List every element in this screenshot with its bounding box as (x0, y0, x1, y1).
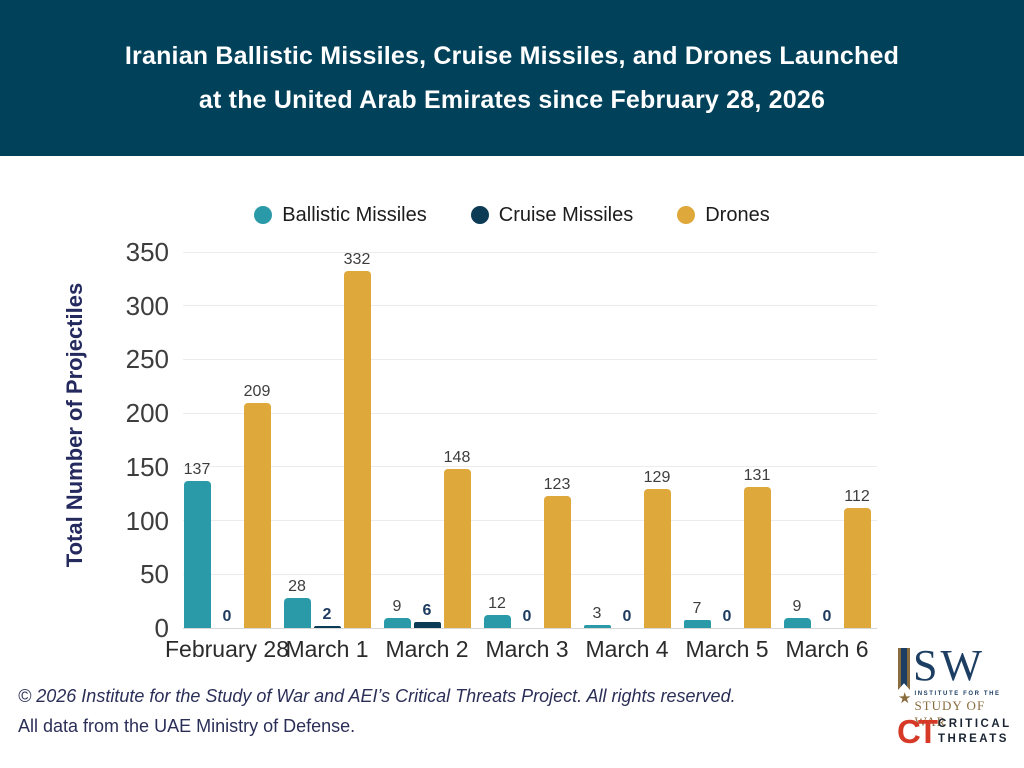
bar-value-cruise-missiles-february-28: 0 (222, 608, 232, 625)
bar-chart-plot-area: 0 50 100 150 200 250 300 350 137 0 209 February 28 2… (126, 239, 877, 662)
isw-logo-subtitle-2: STUDY OF WAR (914, 698, 986, 729)
gridline-0 (183, 627, 877, 629)
y-tick-label-200: 200 (125, 398, 169, 429)
gridline-100 (183, 520, 877, 522)
isw-logo-letters: SW (913, 641, 985, 690)
bar-value-cruise-missiles-march-3: 0 (522, 608, 532, 625)
legend-item-cruise-missiles: Cruise Missiles (470, 203, 634, 227)
ct-logo-line-1: CRITICAL (938, 718, 1012, 730)
legend-item-drones: Drones (677, 203, 770, 227)
isw-logo-subtitle-1: INSTITUTE FOR THE (914, 691, 1001, 697)
bar-drones-march-4 (643, 489, 671, 628)
bar-value-ballistic-missiles-march-5: 7 (692, 600, 702, 618)
gridline-150 (183, 466, 877, 468)
bar-ballistic-missiles-march-5 (683, 620, 711, 628)
y-tick-label-300: 300 (125, 290, 169, 321)
gridline-200 (183, 412, 877, 414)
bar-value-cruise-missiles-march-4: 0 (622, 608, 632, 625)
legend-swatch-cruise-missiles (470, 206, 489, 224)
bar-value-cruise-missiles-march-6: 0 (822, 608, 832, 625)
bar-cruise-missiles-march-2 (413, 621, 441, 628)
y-tick-label-350: 350 (125, 237, 169, 267)
bar-value-ballistic-missiles-march-4: 3 (592, 604, 602, 622)
gridline-300 (183, 305, 877, 307)
bar-drones-march-1 (343, 271, 371, 628)
isw-star-icon: ★ (898, 690, 912, 707)
y-tick-label-100: 100 (125, 505, 169, 536)
x-axis-label-march-3: March 3 (485, 636, 569, 662)
legend-label-cruise-missiles: Cruise Missiles (498, 203, 634, 226)
copyright-text: © 2026 Institute for the Study of War an… (18, 686, 736, 706)
chart-title-line-1: Iranian Ballistic Missiles, Cruise Missi… (124, 41, 900, 70)
legend-item-ballistic-missiles: Ballistic Missiles (254, 203, 427, 227)
bar-value-cruise-missiles-march-1: 2 (322, 605, 332, 623)
bar-value-ballistic-missiles-march-6: 9 (792, 598, 802, 616)
bar-value-ballistic-missiles-february-28: 137 (183, 460, 211, 478)
legend-label-drones: Drones (705, 203, 770, 226)
bar-value-ballistic-missiles-march-2: 9 (392, 598, 402, 616)
bar-drones-march-3 (543, 495, 571, 628)
bar-ballistic-missiles-march-1 (283, 597, 311, 628)
ct-monogram-icon: CT (897, 713, 938, 750)
bar-value-ballistic-missiles-march-1: 28 (288, 577, 306, 595)
title-banner: Iranian Ballistic Missiles, Cruise Missi… (0, 0, 1024, 156)
x-axis-label-march-1: March 1 (285, 636, 369, 662)
data-source-text: All data from the UAE Ministry of Defens… (18, 716, 356, 736)
bar-value-cruise-missiles-march-2: 6 (422, 601, 432, 619)
x-axis-label-march-2: March 2 (385, 636, 469, 662)
legend-label-ballistic-missiles: Ballistic Missiles (282, 203, 427, 226)
y-tick-label-0: 0 (154, 613, 169, 643)
bar-value-drones-february-28: 209 (243, 383, 271, 401)
isw-ribbon-medal-icon (898, 648, 910, 690)
isw-logo: SW ★ INSTITUTE FOR THE STUDY OF WAR (898, 641, 1013, 730)
bar-ballistic-missiles-march-2 (383, 618, 411, 628)
x-axis-label-february-28: February 28 (164, 636, 289, 662)
bar-value-ballistic-missiles-march-3: 12 (488, 595, 506, 613)
bar-value-drones-march-6: 112 (844, 487, 870, 505)
y-tick-label-250: 250 (125, 344, 169, 375)
bar-ballistic-missiles-march-6 (783, 618, 811, 628)
critical-threats-logo: CT CRITICAL THREATS (897, 714, 1012, 750)
bar-value-drones-march-1: 332 (343, 251, 371, 269)
bar-value-drones-march-5: 131 (743, 467, 771, 485)
y-tick-label-50: 50 (140, 559, 169, 590)
ct-logo-line-2: THREATS (938, 733, 1009, 745)
chart-legend: Ballistic Missiles Cruise Missiles Drones (0, 201, 1024, 229)
gridline-250 (183, 358, 877, 360)
y-tick-label-150: 150 (125, 451, 169, 482)
bar-ballistic-missiles-february-28 (183, 480, 211, 628)
bar-drones-march-5 (743, 487, 771, 628)
bar-drones-march-2 (443, 469, 471, 628)
gridline-350 (183, 251, 877, 253)
x-axis-label-march-5: March 5 (685, 636, 769, 662)
y-axis-title: Total Number of Projectiles (62, 282, 87, 568)
bar-value-cruise-missiles-march-5: 0 (722, 608, 732, 625)
x-axis-label-march-6: March 6 (785, 636, 869, 662)
bar-ballistic-missiles-march-4 (583, 624, 611, 628)
x-axis-label-march-4: March 4 (585, 636, 669, 662)
bar-ballistic-missiles-march-3 (483, 615, 511, 628)
bar-cruise-missiles-march-1 (313, 625, 341, 628)
bar-drones-march-6 (843, 507, 871, 628)
gridline-50 (183, 573, 877, 575)
bar-value-drones-march-3: 123 (543, 475, 571, 493)
legend-swatch-ballistic-missiles (254, 206, 273, 224)
bar-value-drones-march-4: 129 (643, 469, 671, 487)
bar-drones-february-28 (243, 403, 271, 628)
legend-swatch-drones (677, 206, 696, 224)
chart-title-line-2: at the United Arab Emirates since Februa… (198, 85, 826, 114)
bar-value-drones-march-2: 148 (443, 449, 471, 467)
